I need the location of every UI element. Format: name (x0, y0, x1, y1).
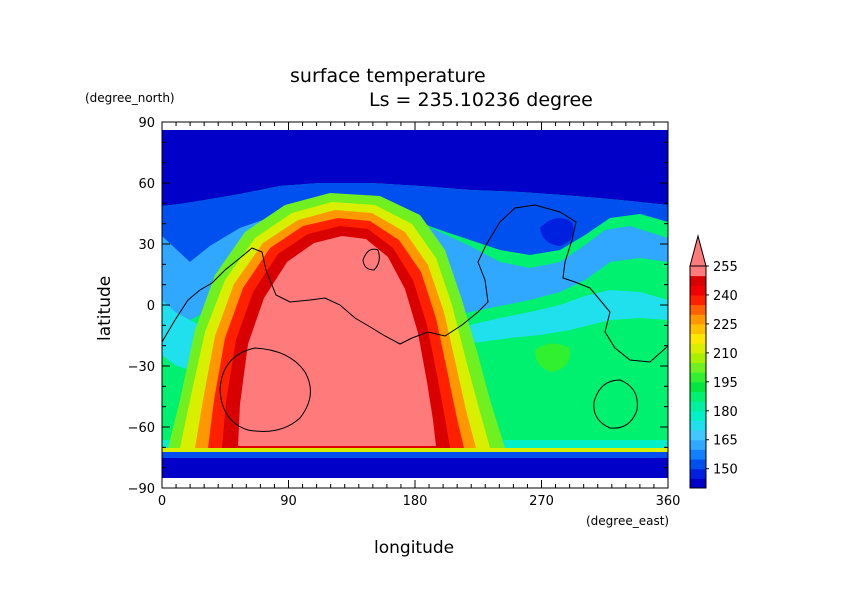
chart-title: surface temperature (290, 65, 486, 87)
topo-contour-basin-east (593, 379, 638, 429)
temperature-field (162, 130, 668, 478)
colorbar-tick-label: 225 (713, 318, 738, 333)
colorbar-swatch (690, 294, 706, 306)
topo-contour-basin-west (219, 347, 311, 432)
south-polar-cap (162, 454, 668, 478)
colorbar-swatch (690, 439, 706, 450)
plot-axes: 0 90 180 270 360 90 60 30 0 −30 −60 −90 (128, 116, 681, 509)
south-polar-edge (162, 452, 668, 458)
y-unit-label: (degree_north) (85, 91, 175, 105)
colorbar-swatch (690, 478, 706, 489)
colorbar-swatch (690, 333, 706, 344)
colorbar-swatch (690, 420, 706, 431)
colorbar-tick-label: 195 (713, 376, 738, 391)
colorbar-swatch (690, 468, 706, 479)
x-axis-label: longitude (374, 538, 454, 558)
topo-contour-mons (362, 248, 380, 271)
south-yellow-ring (162, 448, 668, 452)
y-tick-label: −30 (128, 360, 155, 375)
colorbar: 255 240 225 210 195 180 165 150 (689, 234, 738, 489)
colorbar-swatch (690, 459, 706, 470)
colorbar-swatch (690, 401, 706, 412)
colorbar-swatch (690, 410, 706, 421)
y-tick-label: 0 (147, 299, 155, 314)
topo-contour-main (162, 204, 668, 363)
chart-subtitle: Ls = 235.10236 degree (369, 89, 593, 111)
colorbar-swatch (690, 362, 706, 373)
colorbar-swatch (690, 449, 706, 460)
colorbar-swatch (690, 343, 706, 354)
y-tick-label: 90 (138, 116, 155, 131)
x-tick-label: 360 (656, 494, 681, 509)
colorbar-swatch (690, 304, 706, 315)
x-tick-label: 270 (529, 494, 554, 509)
colorbar-swatch (690, 266, 706, 277)
y-tick-label: −90 (128, 482, 155, 497)
y-tick-label: −60 (128, 421, 155, 436)
x-unit-label: (degree_east) (586, 514, 669, 528)
y-tick-label: 30 (138, 238, 155, 253)
x-tick-label: 180 (403, 494, 428, 509)
warm-core (238, 236, 436, 446)
north-polar-region (162, 130, 668, 206)
colorbar-swatch (690, 352, 706, 364)
colorbar-tick-label: 240 (713, 289, 738, 304)
colorbar-tick-label: 255 (713, 260, 738, 275)
colorbar-swatch (690, 314, 706, 325)
colorbar-tick-label: 210 (713, 347, 738, 362)
x-tick-label: 90 (280, 494, 297, 509)
colorbar-tick-label: 180 (713, 405, 738, 420)
y-tick-label: 60 (138, 177, 155, 192)
colorbar-frame (689, 265, 707, 489)
colorbar-swatch (690, 381, 706, 392)
colorbar-swatch (690, 391, 706, 402)
colorbar-swatch (690, 430, 706, 441)
colorbar-swatch (690, 372, 706, 383)
colorbar-swatch (690, 275, 706, 286)
colorbar-swatch (690, 323, 706, 335)
east-cold-patch (540, 218, 574, 246)
colorbar-tick-label: 165 (713, 434, 738, 449)
y-axis-label: latitude (95, 276, 115, 341)
east-green-patch (535, 343, 571, 372)
x-tick-label: 0 (158, 494, 166, 509)
colorbar-extend-triangle (689, 234, 707, 267)
colorbar-swatch (690, 285, 706, 296)
colorbar-tick-label: 150 (713, 463, 738, 478)
